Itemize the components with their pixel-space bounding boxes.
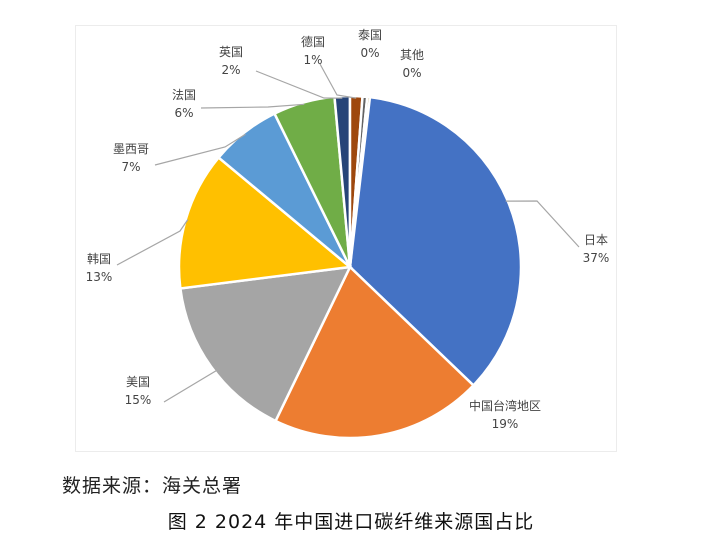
slice-category-label: 墨西哥 bbox=[113, 142, 149, 156]
slice-category-label: 日本 bbox=[584, 233, 608, 247]
pie-slice-4 bbox=[177, 155, 354, 290]
pie-slice-1 bbox=[348, 94, 523, 388]
leader-line-3 bbox=[163, 365, 221, 403]
pie-slice-3 bbox=[178, 265, 353, 423]
leader-line-6 bbox=[200, 103, 305, 109]
leader-line-1 bbox=[505, 200, 580, 248]
pie-slice-10 bbox=[348, 95, 372, 268]
source-note: 数据来源：海关总署 bbox=[62, 475, 243, 497]
slice-category-label: 韩国 bbox=[87, 251, 111, 266]
slice-value-label: 6% bbox=[174, 106, 193, 120]
pie-slice-2 bbox=[273, 264, 476, 440]
slice-category-label: 德国 bbox=[301, 34, 325, 49]
slice-category-label: 其他 bbox=[400, 48, 424, 62]
slice-value-label: 0% bbox=[360, 46, 379, 60]
slice-value-label: 7% bbox=[121, 160, 140, 174]
pie-chart: 日本 37% 中国台湾地区 19% 美国 15% 韩国 13% 墨西哥 7% 法国 6% 英国 2% 德国 1… bbox=[86, 28, 610, 440]
slice-value-label: 2% bbox=[221, 63, 240, 77]
slice-value-label: 15% bbox=[125, 393, 152, 407]
slice-category-label: 美国 bbox=[126, 375, 150, 389]
leader-line-5 bbox=[154, 133, 246, 166]
leader-line-7 bbox=[255, 70, 343, 99]
slice-value-label: 1% bbox=[303, 53, 322, 67]
slice-value-label: 0% bbox=[402, 66, 421, 80]
slice-category-label: 法国 bbox=[172, 88, 196, 102]
figure-caption: 图 2 2024 年中国进口碳纤维来源国占比 bbox=[167, 511, 535, 533]
leader-line-8 bbox=[319, 63, 357, 99]
slice-value-label: 37% bbox=[583, 251, 610, 265]
slice-value-label: 19% bbox=[492, 417, 519, 431]
slice-category-label: 泰国 bbox=[358, 28, 382, 42]
slice-category-label: 中国台湾地区 bbox=[469, 398, 541, 413]
chart-panel: 日本 37% 中国台湾地区 19% 美国 15% 韩国 13% 墨西哥 7% 法国 6% 英国 2% 德国 1… bbox=[75, 25, 617, 452]
leader-line-4 bbox=[116, 219, 189, 266]
slice-value-label: 13% bbox=[86, 270, 113, 284]
slice-category-label: 英国 bbox=[219, 45, 243, 59]
